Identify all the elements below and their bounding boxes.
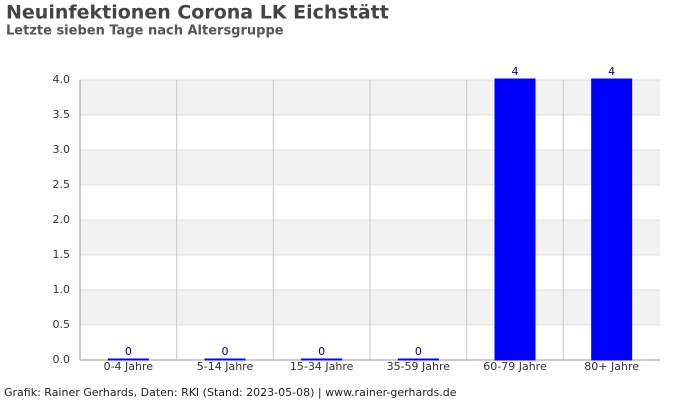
x-tick-label: 80+ Jahre — [584, 360, 639, 373]
value-label: 4 — [512, 65, 519, 78]
y-tick-label: 1.0 — [53, 283, 71, 296]
x-tick-label: 35-59 Jahre — [387, 360, 451, 373]
x-tick-label: 0-4 Jahre — [104, 360, 154, 373]
value-label: 0 — [125, 345, 132, 358]
y-tick-label: 0.0 — [53, 353, 71, 366]
bar — [204, 358, 246, 361]
bar — [397, 358, 439, 361]
value-label: 0 — [318, 345, 325, 358]
chart-title: Neuinfektionen Corona LK Eichstätt — [6, 2, 389, 24]
bar — [107, 358, 149, 361]
y-tick-label: 3.5 — [53, 108, 71, 121]
y-tick-label: 0.5 — [53, 318, 71, 331]
x-tick-label: 5-14 Jahre — [197, 360, 254, 373]
bar — [494, 78, 536, 361]
bar — [301, 358, 343, 361]
y-tick-label: 2.5 — [53, 178, 71, 191]
value-label: 4 — [608, 65, 615, 78]
y-tick-label: 3.0 — [53, 143, 71, 156]
bar — [591, 78, 633, 361]
value-label: 0 — [415, 345, 422, 358]
x-tick-label: 60-79 Jahre — [483, 360, 547, 373]
footer: Grafik: Rainer Gerhards, Daten: RKI (Sta… — [4, 386, 457, 399]
x-tick-label: 15-34 Jahre — [290, 360, 354, 373]
y-tick-label: 4.0 — [53, 73, 71, 86]
chart-subtitle: Letzte sieben Tage nach Altersgruppe — [6, 24, 284, 39]
y-tick-label: 1.5 — [53, 248, 71, 261]
y-tick-label: 2.0 — [53, 213, 71, 226]
value-label: 0 — [222, 345, 229, 358]
